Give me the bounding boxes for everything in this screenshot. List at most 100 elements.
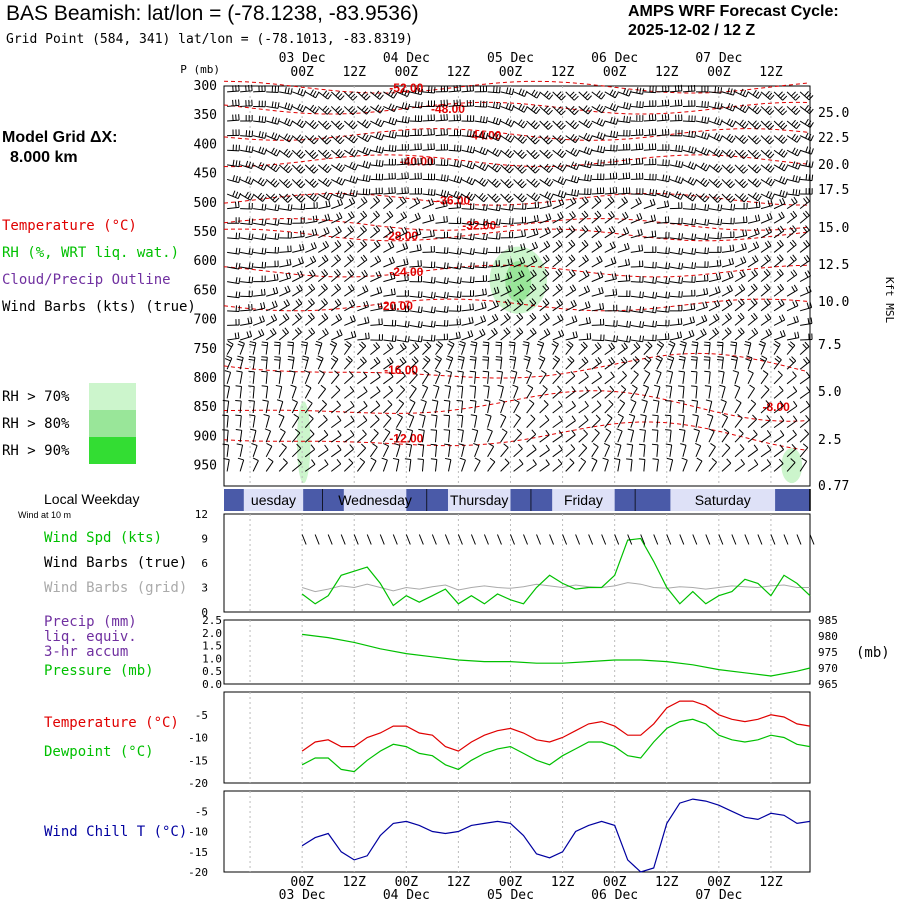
wind-barb-flag bbox=[770, 180, 775, 187]
wind-barb-flag bbox=[365, 161, 369, 168]
wind-barb bbox=[434, 444, 438, 457]
wind-barb bbox=[656, 205, 669, 210]
wind-barb bbox=[656, 221, 669, 224]
wind-barb-flag bbox=[310, 89, 314, 96]
wind-barb-flag bbox=[580, 343, 586, 349]
wind-barb-flag bbox=[283, 193, 289, 199]
wind-barb bbox=[461, 335, 473, 341]
wind-barb-flag bbox=[322, 163, 328, 170]
wind-barb-flag bbox=[472, 248, 475, 255]
wind-barb-flag bbox=[790, 212, 795, 219]
wind-barb bbox=[604, 417, 613, 428]
wind-barb bbox=[669, 164, 682, 169]
wind-barb bbox=[786, 244, 797, 253]
wind-barb bbox=[630, 250, 643, 253]
wind-barb-flag bbox=[713, 132, 718, 139]
wind-barb bbox=[383, 376, 394, 385]
wind-barb-flag bbox=[570, 301, 575, 307]
wind-barb-flag bbox=[519, 166, 525, 172]
wind-barb-flag bbox=[308, 414, 314, 420]
isotherm-line bbox=[223, 80, 808, 94]
wind-barb-flag bbox=[453, 190, 457, 197]
wind-barb-flag bbox=[271, 132, 275, 139]
wind-barb bbox=[421, 444, 425, 457]
wind-barb bbox=[435, 281, 448, 285]
wind-barb bbox=[773, 335, 786, 341]
wind-barb-flag bbox=[806, 93, 812, 99]
wind-barb bbox=[682, 401, 685, 414]
wind-barb bbox=[656, 459, 659, 472]
wind-barb bbox=[357, 306, 369, 312]
wind-barb-flag bbox=[470, 341, 478, 344]
wind-barb bbox=[291, 303, 303, 312]
wind-barb bbox=[552, 343, 559, 355]
wind-barb-flag bbox=[614, 272, 617, 279]
wind-barb-flag bbox=[492, 117, 496, 124]
wind-barb-flag bbox=[769, 124, 775, 130]
isotherm-label: -20.00 bbox=[379, 299, 413, 313]
wind-barb bbox=[291, 135, 302, 144]
wind-barb bbox=[669, 281, 682, 284]
wind-barb-flag bbox=[504, 193, 510, 199]
wind-barb-flag bbox=[482, 344, 489, 347]
wind-barb-flag bbox=[261, 359, 268, 361]
wind-barb-flag bbox=[375, 132, 379, 138]
wind-barb-flag bbox=[691, 146, 694, 153]
wind-barb-flag bbox=[272, 180, 278, 186]
wind-barb-flag bbox=[533, 215, 536, 222]
wind-barb-flag bbox=[652, 276, 655, 283]
wind-barb-flag bbox=[681, 161, 684, 168]
wind-barb-flag bbox=[790, 271, 795, 277]
wind-barb-flag bbox=[555, 256, 560, 262]
wind-barb bbox=[344, 434, 355, 443]
wind-barb-flag bbox=[753, 228, 757, 235]
wind-barb-flag bbox=[768, 178, 773, 185]
wind-barb bbox=[773, 463, 784, 472]
wind-barb bbox=[421, 401, 427, 414]
wind-barb-flag bbox=[737, 300, 743, 306]
wind-barb bbox=[330, 463, 342, 472]
wind-barb bbox=[253, 222, 266, 226]
wind-barb-flag bbox=[251, 443, 258, 446]
wind-barb bbox=[604, 278, 617, 283]
wind-barb-flag bbox=[651, 429, 658, 431]
wind-barb-flag bbox=[583, 132, 588, 139]
wind-barb-flag bbox=[544, 415, 550, 421]
wind-barb-flag bbox=[330, 357, 337, 363]
surface-wind-barb bbox=[627, 534, 633, 545]
wind-barb-flag bbox=[498, 118, 502, 125]
wind-barb-flag bbox=[275, 384, 282, 388]
wind-barb-flag bbox=[457, 370, 464, 373]
wind-barb-flag bbox=[767, 165, 773, 171]
wind-barb-flag bbox=[519, 151, 525, 157]
wind-barb-flag bbox=[794, 135, 799, 141]
wind-barb-flag bbox=[226, 355, 233, 359]
surface-wind-barb bbox=[366, 534, 372, 545]
wind-barb bbox=[448, 237, 461, 240]
wind-barb-flag bbox=[333, 270, 339, 277]
wind-barb bbox=[421, 415, 426, 428]
wind-barb bbox=[695, 371, 698, 384]
wind-barb-flag bbox=[283, 178, 289, 184]
wind-barb bbox=[500, 462, 510, 472]
wind-barb-flag bbox=[549, 199, 552, 206]
wind-barb-flag bbox=[717, 167, 723, 173]
wind-barb-flag bbox=[390, 288, 393, 295]
wind-barb bbox=[448, 459, 452, 472]
wind-barb-flag bbox=[624, 243, 627, 250]
wind-barb-flag bbox=[262, 196, 267, 202]
wind-barb-flag bbox=[778, 315, 783, 322]
wind-barb-flag bbox=[539, 355, 546, 359]
wind-barb bbox=[265, 386, 269, 399]
wind-barb bbox=[708, 105, 721, 110]
date-label-top: 06 Dec bbox=[591, 51, 638, 66]
wind-barb-flag bbox=[793, 196, 798, 203]
wind-barb bbox=[318, 232, 330, 239]
wind-barb-flag bbox=[720, 103, 723, 110]
wind-barb-flag bbox=[332, 355, 339, 360]
wind-barb-flag bbox=[582, 91, 588, 97]
wind-barb-flag bbox=[783, 152, 788, 158]
wind-barb-flag bbox=[521, 105, 525, 112]
wind-barb-flag bbox=[417, 335, 420, 342]
surface-wind-barb bbox=[731, 534, 737, 545]
